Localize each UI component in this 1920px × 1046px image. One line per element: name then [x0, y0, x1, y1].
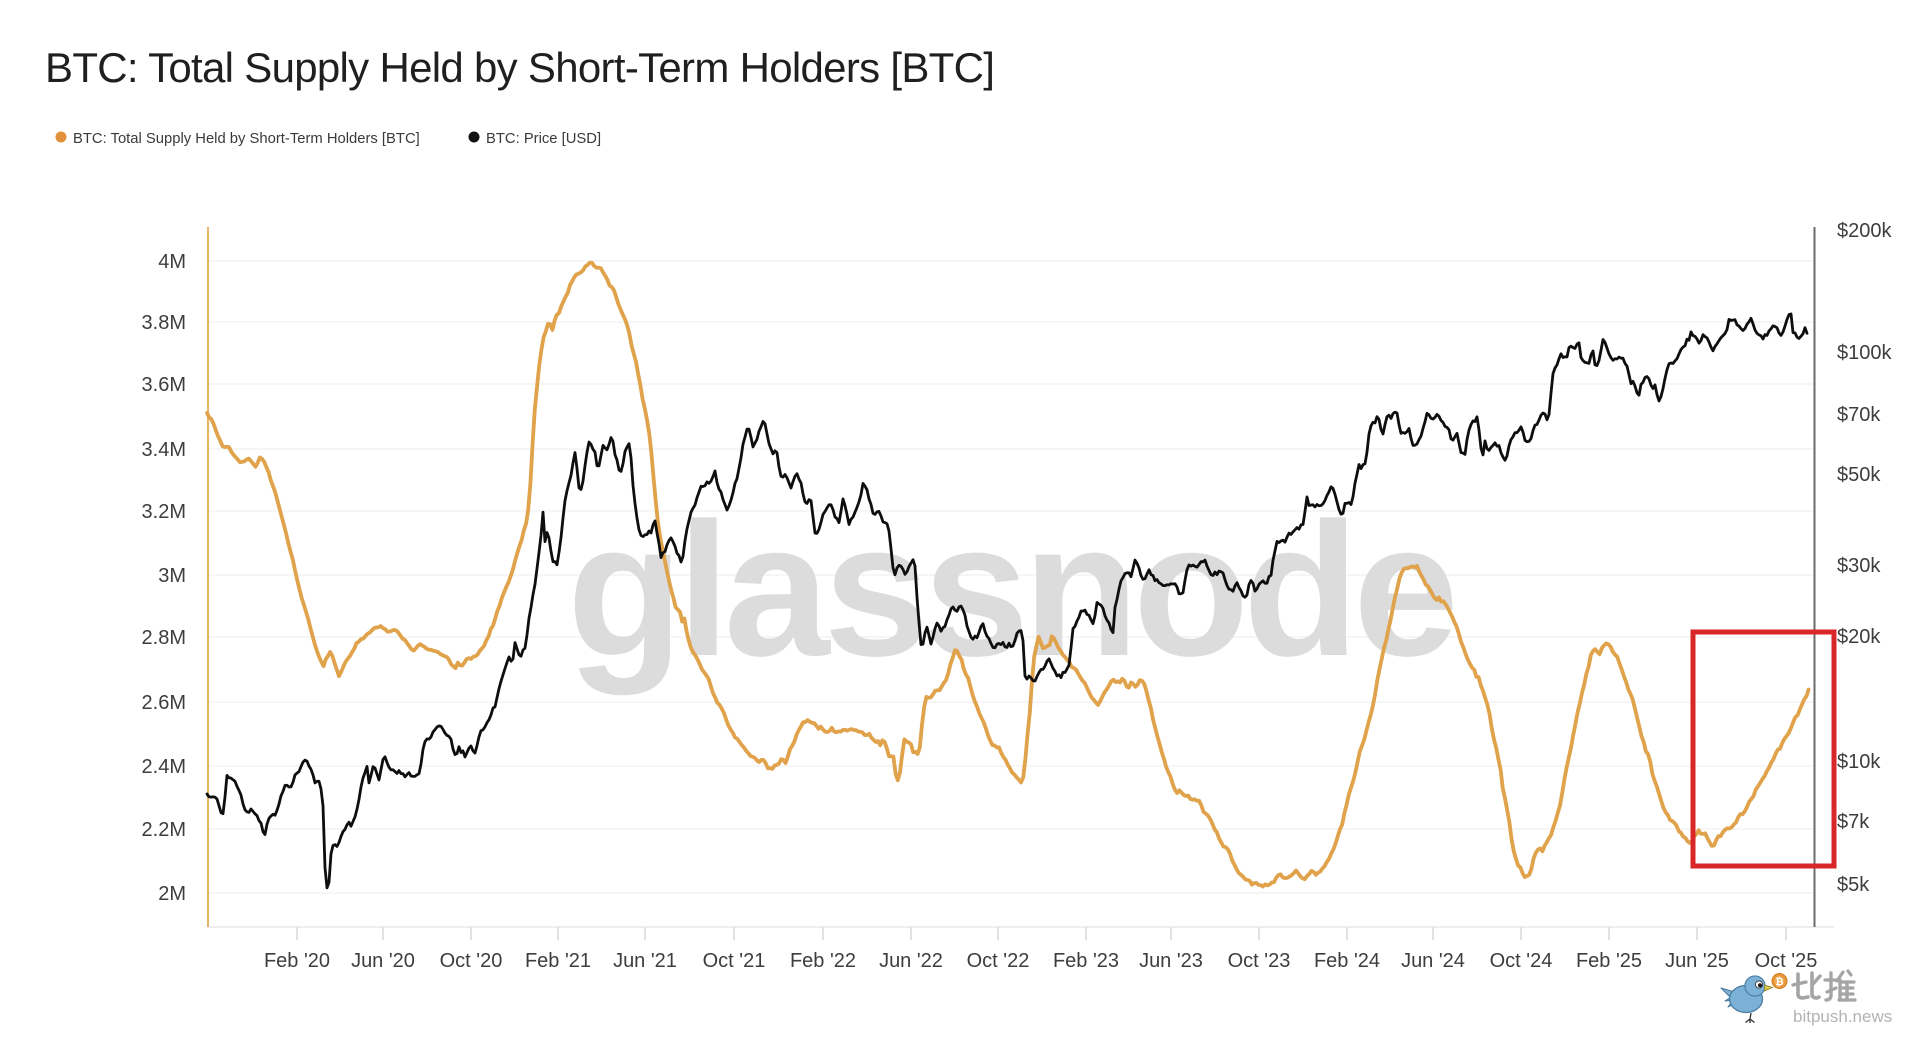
svg-text:Oct '25: Oct '25	[1755, 950, 1818, 972]
svg-text:3.4M: 3.4M	[142, 439, 186, 461]
svg-text:Jun '23: Jun '23	[1139, 950, 1203, 972]
svg-text:4M: 4M	[158, 251, 186, 273]
svg-text:bitpush.news: bitpush.news	[1793, 1007, 1892, 1026]
svg-text:Feb '25: Feb '25	[1576, 950, 1642, 972]
svg-text:Jun '22: Jun '22	[879, 950, 943, 972]
svg-text:$200k: $200k	[1837, 220, 1892, 242]
svg-text:$70k: $70k	[1837, 404, 1881, 426]
svg-text:Oct '21: Oct '21	[703, 950, 766, 972]
svg-text:Feb '20: Feb '20	[264, 950, 330, 972]
svg-text:$10k: $10k	[1837, 751, 1881, 773]
svg-text:Oct '20: Oct '20	[440, 950, 503, 972]
svg-text:$7k: $7k	[1837, 811, 1870, 833]
svg-text:BTC: Price [USD]: BTC: Price [USD]	[486, 131, 601, 147]
svg-text:$5k: $5k	[1837, 874, 1870, 896]
svg-text:3.8M: 3.8M	[142, 312, 186, 334]
svg-text:Jun '24: Jun '24	[1401, 950, 1465, 972]
svg-text:$30k: $30k	[1837, 555, 1881, 577]
svg-text:$20k: $20k	[1837, 626, 1881, 648]
svg-text:Feb '24: Feb '24	[1314, 950, 1380, 972]
svg-text:3M: 3M	[158, 565, 186, 587]
svg-text:3.6M: 3.6M	[142, 374, 186, 396]
svg-text:Feb '21: Feb '21	[525, 950, 591, 972]
svg-text:Jun '25: Jun '25	[1665, 950, 1729, 972]
svg-text:Feb '22: Feb '22	[790, 950, 856, 972]
svg-text:2.4M: 2.4M	[142, 756, 186, 778]
svg-text:Oct '24: Oct '24	[1490, 950, 1553, 972]
svg-text:2.8M: 2.8M	[142, 627, 186, 649]
svg-text:$100k: $100k	[1837, 342, 1892, 364]
svg-text:Oct '23: Oct '23	[1228, 950, 1291, 972]
svg-text:2M: 2M	[158, 883, 186, 905]
svg-text:Oct '22: Oct '22	[967, 950, 1030, 972]
svg-text:Jun '20: Jun '20	[351, 950, 415, 972]
svg-text:$50k: $50k	[1837, 464, 1881, 486]
svg-text:Feb '23: Feb '23	[1053, 950, 1119, 972]
svg-text:₿: ₿	[1775, 976, 1783, 988]
svg-text:2.6M: 2.6M	[142, 692, 186, 714]
svg-text:2.2M: 2.2M	[142, 819, 186, 841]
svg-text:3.2M: 3.2M	[142, 501, 186, 523]
svg-text:Jun '21: Jun '21	[613, 950, 677, 972]
svg-text:glassnode: glassnode	[567, 484, 1453, 696]
svg-text:BTC: Total Supply Held by Shor: BTC: Total Supply Held by Short-Term Hol…	[73, 131, 420, 147]
svg-text:BTC: Total Supply Held by Shor: BTC: Total Supply Held by Short-Term Hol…	[45, 44, 994, 91]
